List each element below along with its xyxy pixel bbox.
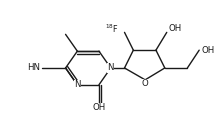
Text: OH: OH [201, 46, 214, 55]
Text: HN: HN [27, 63, 40, 72]
Text: $^{18}$F: $^{18}$F [105, 22, 119, 35]
Text: OH: OH [92, 103, 106, 112]
Text: N: N [74, 80, 81, 89]
Text: N: N [107, 63, 114, 72]
Text: O: O [142, 79, 148, 88]
Text: OH: OH [169, 24, 182, 33]
